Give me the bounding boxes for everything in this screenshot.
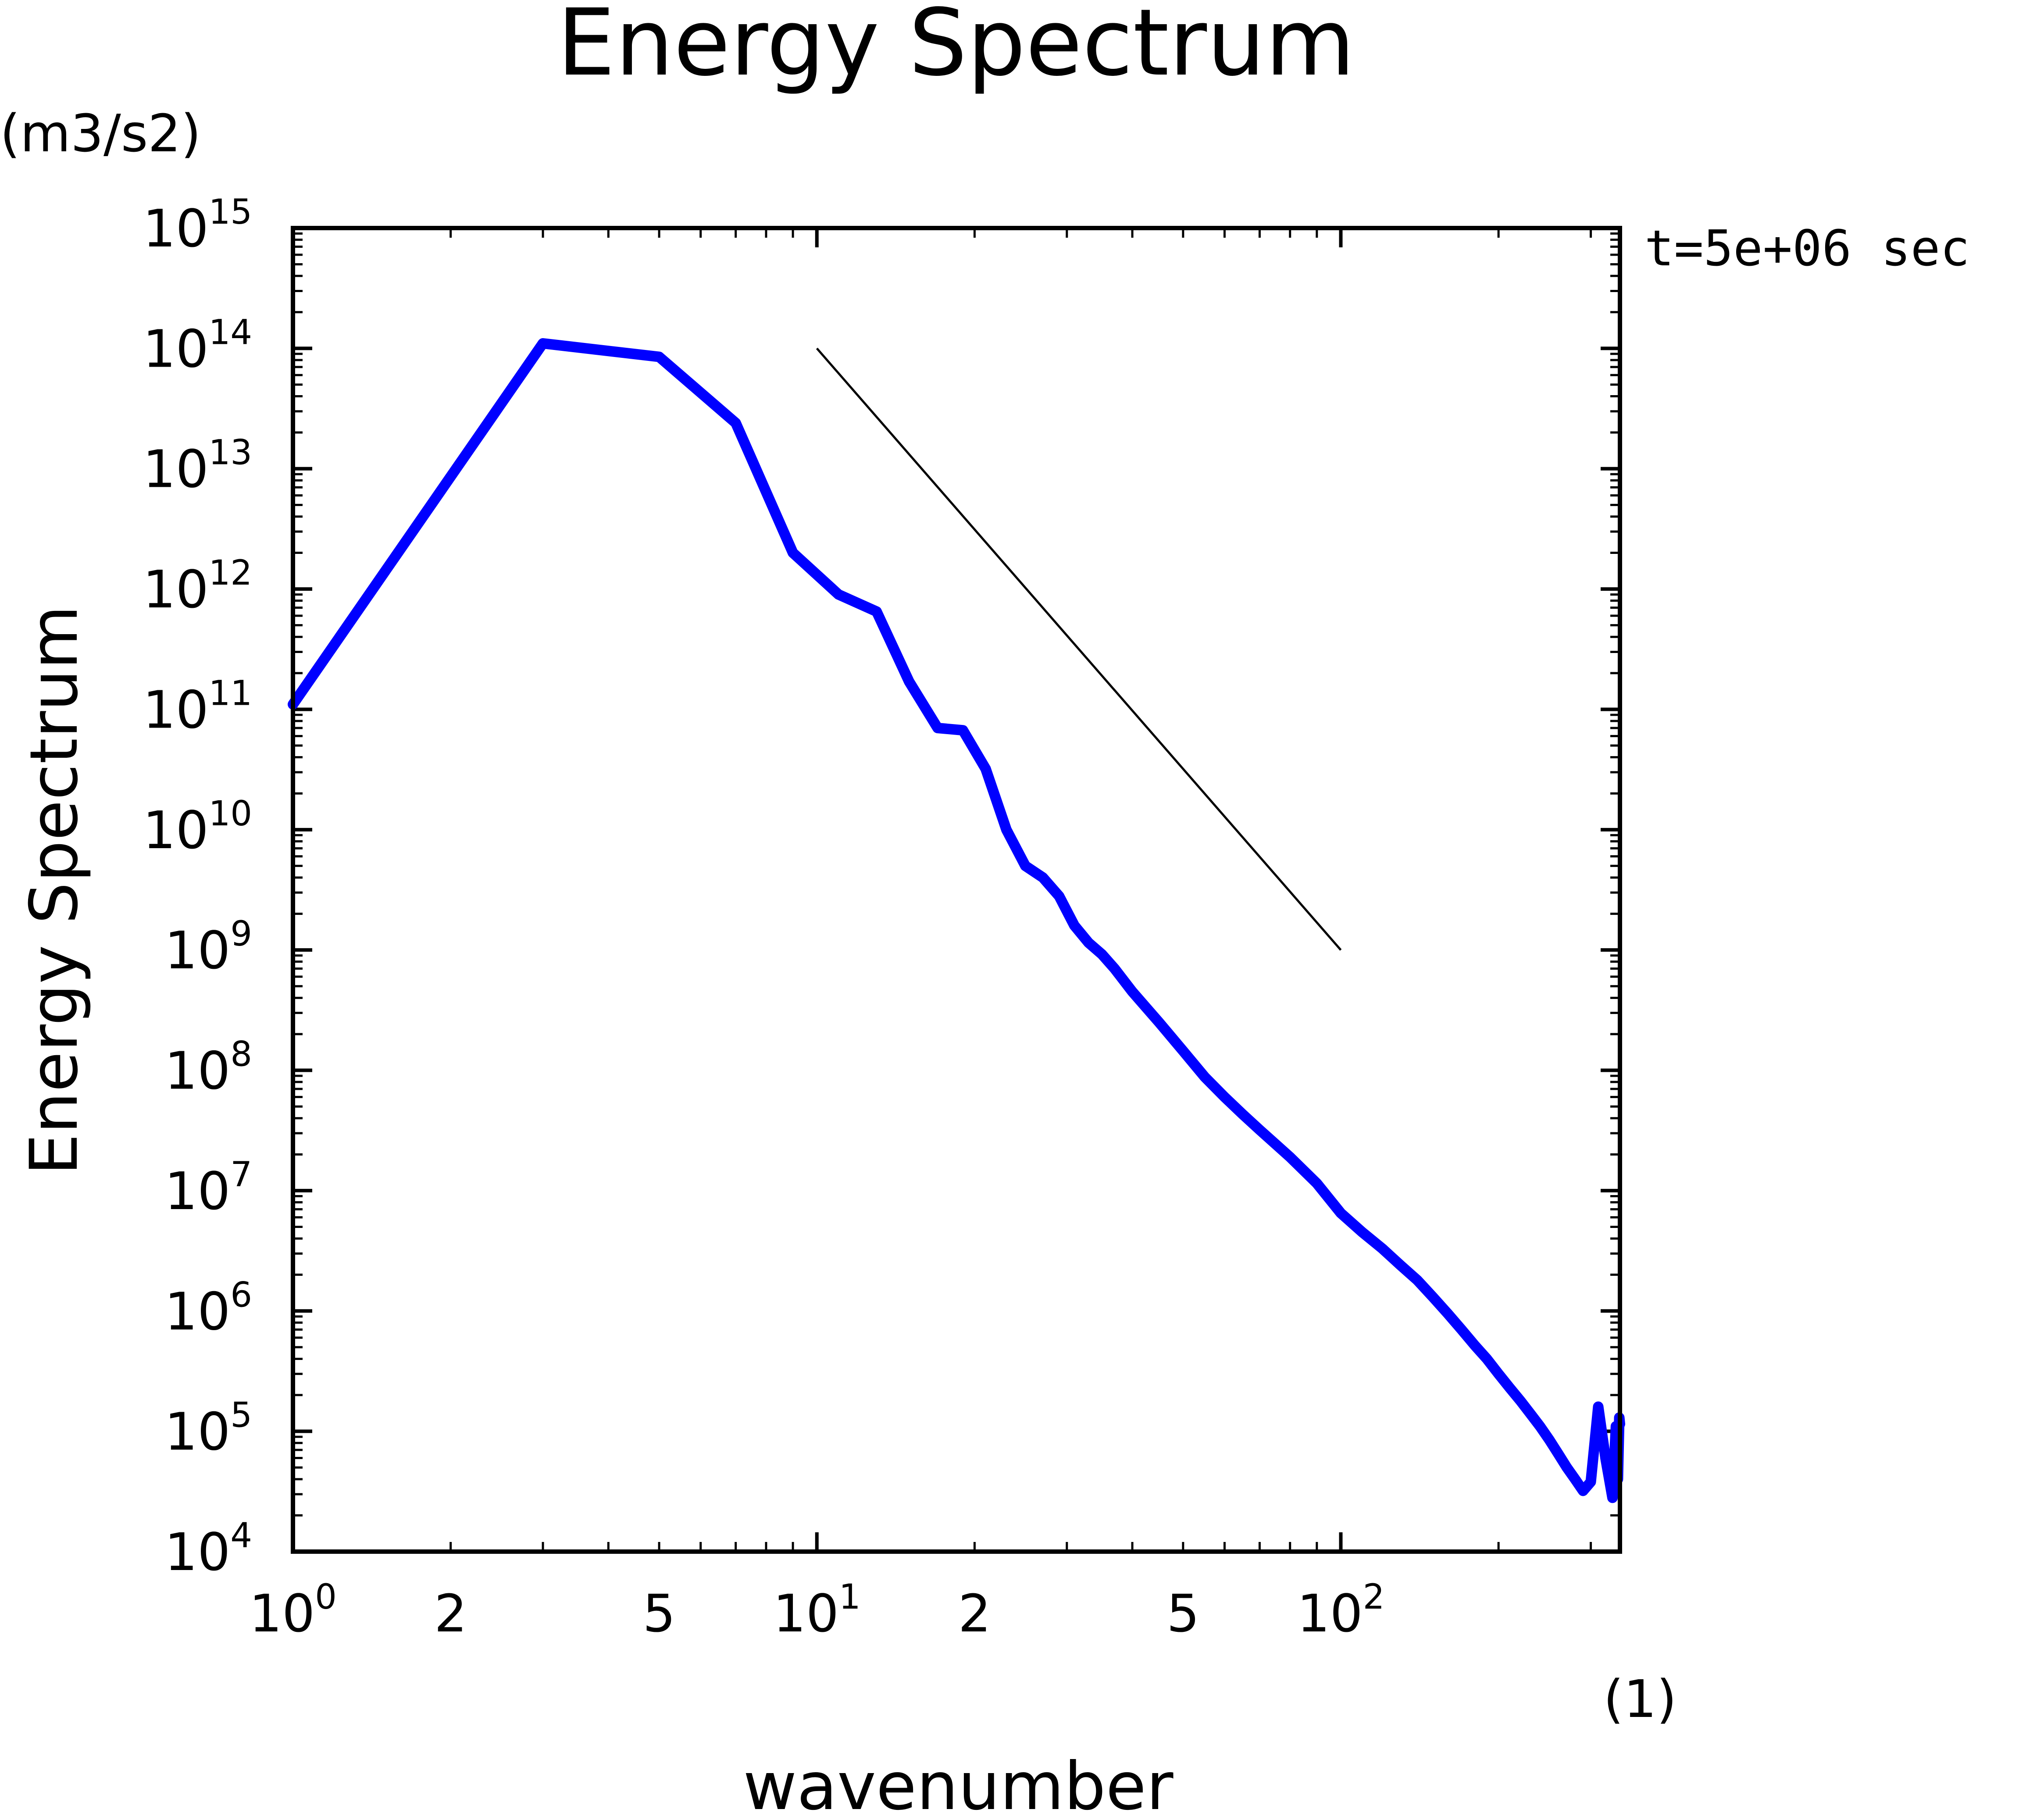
x-tick-label: 2 — [434, 1583, 467, 1644]
spectrum-line — [288, 338, 1625, 1503]
y-tick-label: 107 — [164, 1155, 252, 1221]
x-tick-label: 101 — [773, 1577, 861, 1644]
x-tick-label: 102 — [1297, 1577, 1385, 1644]
y-tick-label: 1013 — [143, 433, 252, 500]
y-tick-label: 105 — [164, 1396, 252, 1462]
x-axis-unit: (1) — [1603, 1669, 1677, 1729]
time-annotation: t=5e+06 sec — [1644, 220, 1970, 277]
y-tick-label: 108 — [164, 1035, 252, 1101]
y-axis-label: Energy Spectrum — [16, 605, 93, 1175]
y-tick-label: 104 — [164, 1516, 252, 1582]
y-tick-label: 1010 — [143, 794, 252, 860]
series-layer — [288, 338, 1625, 1503]
plot-frame — [291, 226, 1622, 1554]
y-tick-label: 1015 — [143, 193, 252, 259]
major-ticks — [291, 226, 1620, 1553]
x-tick-label: 5 — [1166, 1583, 1199, 1644]
x-tick-label: 5 — [643, 1583, 676, 1644]
y-tick-label: 109 — [164, 914, 252, 981]
y-tick-label: 106 — [164, 1275, 252, 1342]
x-tick-label: 2 — [958, 1583, 991, 1644]
y-tick-label: 1014 — [143, 313, 252, 379]
chart-title: Energy Spectrum — [557, 0, 1355, 96]
y-axis-unit: (m3/s2) — [0, 103, 201, 164]
minor-ticks — [293, 228, 1620, 1552]
y-tick-label: 1011 — [143, 674, 252, 740]
y-tick-labels: 104 105 106 107 108 109 1010 1011 1012 1013 1014 10… — [143, 193, 252, 1582]
x-tick-label: 100 — [249, 1577, 337, 1644]
x-axis-label: wavenumber — [743, 1749, 1173, 1820]
x-tick-labels: 100 2 5 101 2 5 102 — [249, 1577, 1384, 1644]
reference-slope-line — [816, 347, 1342, 951]
y-tick-label: 1012 — [143, 553, 252, 620]
